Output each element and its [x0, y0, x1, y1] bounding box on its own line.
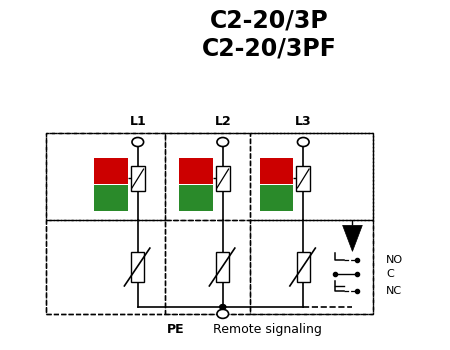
Bar — [165, 220, 250, 314]
Bar — [216, 166, 230, 191]
Text: NO: NO — [386, 255, 403, 265]
Bar — [250, 133, 373, 220]
Circle shape — [217, 138, 229, 147]
Text: PE: PE — [167, 323, 184, 336]
Bar — [260, 158, 293, 184]
Text: L3: L3 — [295, 115, 311, 128]
Bar — [131, 252, 144, 282]
Circle shape — [132, 138, 144, 147]
Circle shape — [217, 309, 229, 318]
Bar — [260, 186, 293, 211]
Bar — [179, 158, 213, 184]
Circle shape — [220, 304, 226, 309]
Bar — [94, 158, 128, 184]
Text: C2-20/3P: C2-20/3P — [210, 8, 329, 33]
Bar — [46, 133, 373, 314]
Bar — [130, 166, 145, 191]
Bar — [46, 220, 165, 314]
Text: L2: L2 — [214, 115, 231, 128]
Bar — [165, 133, 250, 220]
Bar — [250, 220, 373, 314]
Text: NC: NC — [386, 286, 402, 296]
Bar — [179, 186, 213, 211]
Bar — [46, 133, 165, 220]
Bar — [94, 186, 128, 211]
Text: L1: L1 — [130, 115, 146, 128]
Circle shape — [297, 138, 309, 147]
Text: C2-20/3PF: C2-20/3PF — [202, 36, 337, 60]
Text: Remote signaling: Remote signaling — [213, 323, 322, 336]
Polygon shape — [342, 225, 362, 251]
Bar — [296, 166, 310, 191]
Text: C: C — [386, 269, 394, 279]
Bar — [297, 252, 310, 282]
Bar — [216, 252, 230, 282]
